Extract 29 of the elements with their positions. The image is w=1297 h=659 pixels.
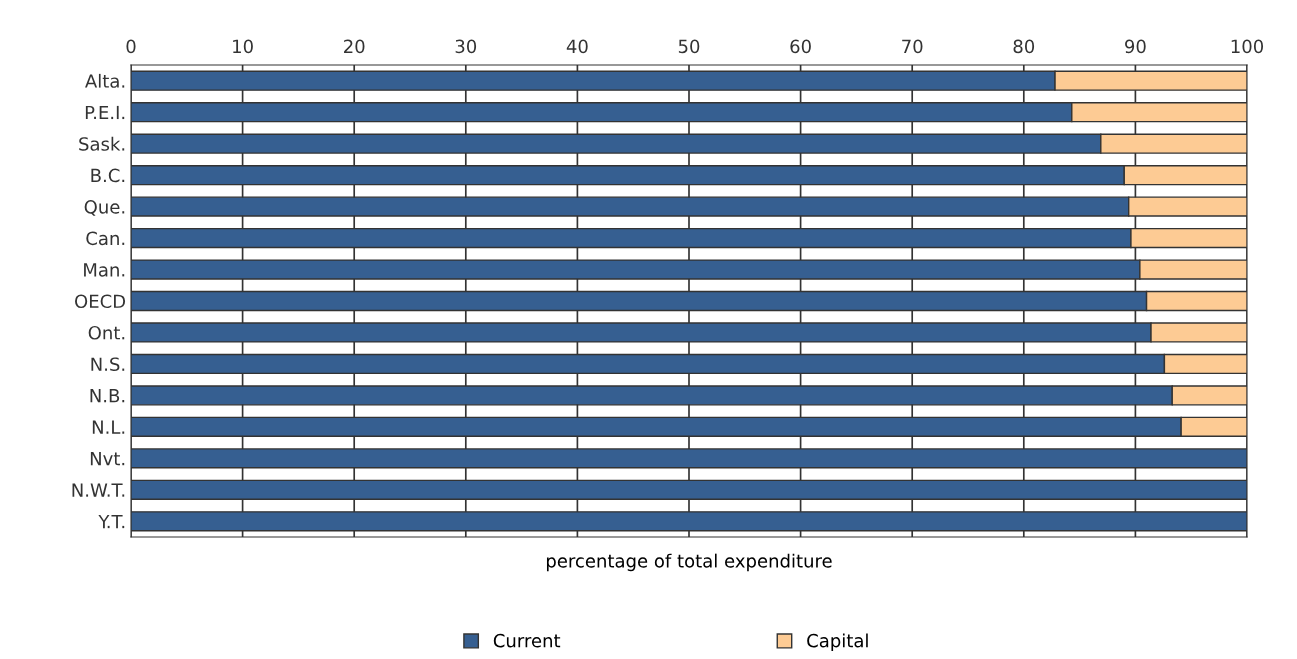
y-tick-label: Ont.	[88, 325, 125, 340]
y-tick-label: Que.	[84, 200, 125, 216]
x-tick-label: 30	[455, 39, 477, 54]
legend-label: Current	[493, 633, 561, 648]
y-tick-label: OECD	[75, 294, 126, 309]
x-tick-label: 90	[1125, 39, 1146, 54]
y-tick-label: N.W.T.	[72, 483, 125, 497]
x-tick-label: 20	[344, 39, 365, 54]
x-tick-label: 50	[678, 39, 700, 54]
x-axis-title: percentage of total expenditure	[546, 553, 832, 572]
x-tick-label: 0	[126, 39, 136, 54]
y-tick-label: N.L.	[92, 420, 125, 434]
x-tick-label: 10	[233, 39, 253, 54]
y-tick-label: B.C.	[91, 168, 125, 183]
y-tick-label: Sask.	[79, 136, 125, 151]
y-tick-label: Alta.	[85, 73, 125, 88]
legend-label: Capital	[807, 633, 868, 651]
x-tick-label: 100	[1231, 39, 1264, 54]
x-tick-label: 80	[1013, 39, 1035, 54]
x-tick-label: 40	[566, 39, 588, 54]
y-tick-label: Can.	[86, 231, 125, 246]
x-tick-label: 60	[790, 39, 811, 54]
x-tick-label: 70	[902, 39, 923, 54]
y-tick-label: P.E.I.	[85, 105, 125, 120]
y-tick-label: N.S.	[91, 357, 125, 372]
y-tick-label: Nvt.	[90, 452, 125, 466]
y-tick-label: N.B.	[90, 389, 125, 403]
y-tick-label: Man.	[84, 263, 125, 277]
y-tick-label: Y.T.	[98, 514, 125, 529]
